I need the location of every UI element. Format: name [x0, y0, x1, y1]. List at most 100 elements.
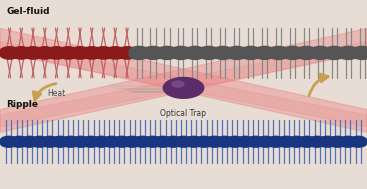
- Circle shape: [72, 138, 90, 148]
- Circle shape: [328, 136, 347, 145]
- Circle shape: [23, 46, 43, 57]
- Circle shape: [92, 138, 110, 148]
- Circle shape: [133, 136, 152, 145]
- Circle shape: [164, 136, 182, 145]
- Polygon shape: [0, 28, 367, 132]
- Circle shape: [23, 49, 43, 60]
- Circle shape: [61, 138, 80, 148]
- Circle shape: [246, 138, 265, 148]
- Circle shape: [10, 136, 28, 145]
- Circle shape: [123, 138, 141, 148]
- Circle shape: [133, 138, 152, 148]
- Circle shape: [215, 136, 234, 145]
- Circle shape: [11, 49, 32, 60]
- Text: Heat: Heat: [48, 89, 66, 98]
- Circle shape: [30, 138, 49, 148]
- Circle shape: [195, 138, 213, 148]
- Circle shape: [0, 136, 18, 145]
- Circle shape: [212, 49, 233, 60]
- Circle shape: [93, 46, 114, 57]
- Circle shape: [51, 138, 69, 148]
- Circle shape: [81, 46, 102, 57]
- Circle shape: [105, 46, 126, 57]
- Polygon shape: [0, 42, 367, 127]
- Circle shape: [156, 49, 178, 60]
- Circle shape: [0, 49, 20, 60]
- Circle shape: [339, 138, 357, 148]
- Circle shape: [308, 138, 326, 148]
- Circle shape: [34, 46, 55, 57]
- Circle shape: [257, 138, 275, 148]
- Circle shape: [20, 138, 39, 148]
- Circle shape: [226, 49, 247, 60]
- Circle shape: [246, 136, 265, 145]
- Circle shape: [352, 49, 367, 60]
- Circle shape: [324, 46, 345, 57]
- Circle shape: [20, 136, 39, 145]
- Circle shape: [70, 46, 90, 57]
- Polygon shape: [0, 42, 367, 127]
- Circle shape: [113, 138, 131, 148]
- Circle shape: [282, 46, 303, 57]
- Circle shape: [174, 138, 193, 148]
- Circle shape: [46, 46, 67, 57]
- Circle shape: [82, 138, 100, 148]
- Circle shape: [240, 49, 261, 60]
- Circle shape: [82, 136, 100, 145]
- Circle shape: [308, 136, 326, 145]
- Circle shape: [310, 46, 331, 57]
- Circle shape: [226, 46, 247, 57]
- Circle shape: [41, 136, 59, 145]
- Circle shape: [46, 49, 67, 60]
- Circle shape: [198, 46, 219, 57]
- Text: Ripple: Ripple: [7, 100, 39, 109]
- Circle shape: [142, 49, 164, 60]
- Circle shape: [142, 46, 164, 57]
- Circle shape: [287, 136, 306, 145]
- Circle shape: [318, 136, 337, 145]
- Circle shape: [226, 136, 244, 145]
- Circle shape: [102, 138, 121, 148]
- Circle shape: [184, 46, 206, 57]
- Circle shape: [296, 49, 317, 60]
- Circle shape: [154, 138, 172, 148]
- Circle shape: [257, 136, 275, 145]
- Circle shape: [236, 136, 254, 145]
- Circle shape: [338, 49, 359, 60]
- Circle shape: [170, 49, 192, 60]
- Circle shape: [185, 138, 203, 148]
- Circle shape: [267, 136, 285, 145]
- Circle shape: [72, 136, 90, 145]
- Polygon shape: [0, 28, 367, 132]
- Circle shape: [0, 138, 18, 148]
- Circle shape: [143, 136, 162, 145]
- Circle shape: [339, 136, 357, 145]
- Circle shape: [105, 49, 126, 60]
- Circle shape: [0, 46, 20, 57]
- Circle shape: [236, 138, 254, 148]
- Circle shape: [170, 46, 192, 57]
- Circle shape: [212, 46, 233, 57]
- Circle shape: [324, 49, 345, 60]
- Circle shape: [195, 136, 213, 145]
- Circle shape: [205, 136, 224, 145]
- Circle shape: [267, 138, 285, 148]
- Circle shape: [298, 138, 316, 148]
- Text: Optical Trap: Optical Trap: [160, 109, 207, 118]
- Circle shape: [352, 46, 367, 57]
- Text: Gel-fluid: Gel-fluid: [7, 7, 50, 16]
- Circle shape: [128, 49, 150, 60]
- Circle shape: [113, 136, 131, 145]
- Circle shape: [102, 136, 121, 145]
- Circle shape: [172, 81, 184, 87]
- Circle shape: [92, 136, 110, 145]
- Circle shape: [349, 138, 367, 148]
- Circle shape: [298, 136, 316, 145]
- Circle shape: [51, 136, 69, 145]
- Circle shape: [277, 136, 295, 145]
- Circle shape: [117, 46, 137, 57]
- Circle shape: [174, 136, 193, 145]
- Circle shape: [128, 46, 150, 57]
- Circle shape: [93, 49, 114, 60]
- Circle shape: [226, 138, 244, 148]
